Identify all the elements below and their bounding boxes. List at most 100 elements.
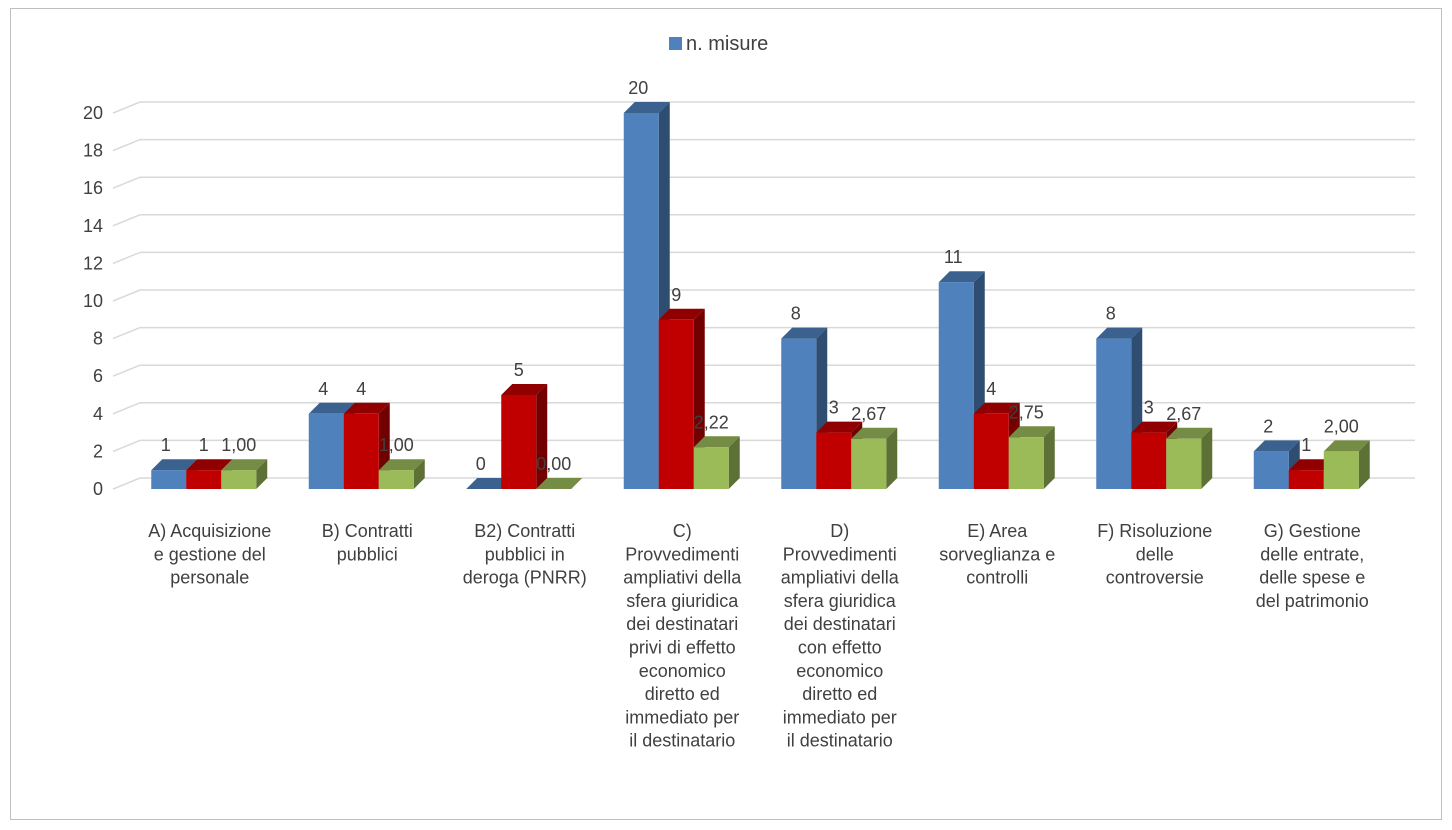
data-label: 1,00 [221,435,256,455]
bar-side [1201,427,1213,489]
category-label: A) Acquisizione e gestione del personale [148,521,271,588]
data-label: 0,00 [536,454,571,474]
y-tick-label: 18 [83,141,103,161]
gridline-diagonal [112,326,141,340]
data-label: 20 [628,78,648,98]
data-label: 2,67 [1166,404,1201,424]
bar-top [781,327,828,339]
bar-top [1253,440,1300,452]
bar-top [1288,459,1335,471]
data-label: 4 [318,379,328,399]
bar-side [256,459,268,489]
category-label-line: C) [673,521,692,541]
bar-front [308,413,344,489]
gridline-diagonal [112,251,141,265]
bar-front [693,447,729,489]
bar-front [851,438,887,489]
category-label-line: sorveglianza e [939,544,1055,564]
category-label-line: A) Acquisizione [148,521,271,541]
data-label: 11 [944,247,963,267]
category-label-line: Provvedimenti [625,544,739,564]
category-label-line: B) Contratti [322,521,413,541]
category-label: B2) Contratti pubblici in deroga (PNRR) [463,521,587,588]
category-label: G) Gestione delle entrate, delle spese e de… [1256,521,1369,611]
gridline-diagonal [112,289,141,302]
bar-front [1253,451,1289,489]
gridline-diagonal [112,101,141,114]
category-label-line: Provvedimenti [783,544,897,564]
bar-top [343,402,390,414]
bar [501,384,548,489]
category-label-line: D) [830,521,849,541]
category-label-line: delle spese e [1259,568,1365,588]
gridline-diagonal [112,477,141,490]
data-label: 2,00 [1324,416,1359,436]
y-tick-label: 20 [83,103,103,123]
category-label-line: ampliativi della [623,568,742,588]
category-label-line: pubblici [337,544,398,564]
bar-front [1131,432,1167,489]
category-label-line: sfera giuridica [784,591,897,611]
category-label-line: economico [796,661,883,681]
data-label: 2,75 [1009,402,1044,422]
data-label: 2 [1263,416,1273,436]
data-label: 1 [199,435,209,455]
category-label-line: controversie [1106,568,1204,588]
bar-top [308,402,355,414]
bar-front [658,319,694,489]
bar-top [378,459,425,471]
y-tick-label: 8 [93,329,103,349]
bar [851,427,898,489]
category-label-line: privi di effetto [629,638,736,658]
category-label-line: dei destinatari [784,614,896,634]
data-label: 3 [829,398,839,418]
bar-top [851,427,898,439]
y-tick-label: 12 [83,253,103,273]
bar [658,308,705,489]
category-label-line: diretto ed [645,684,720,704]
category-label: C) Provvedimenti ampliativi della sfera giu… [623,521,742,751]
bar-front [623,113,659,489]
bar [466,478,513,489]
bar-front [151,470,187,489]
y-tick-label: 16 [83,178,103,198]
bar [343,402,390,489]
gridline-diagonal [112,402,141,415]
bar [1166,427,1213,489]
category-label-line: personale [170,568,249,588]
category-label-line: il destinatario [629,731,735,751]
data-label: 4 [986,379,996,399]
bar-top [536,478,583,489]
y-tick-label: 4 [93,404,103,424]
bar-top [151,459,198,471]
bar-front [501,395,537,489]
category-label-line: F) Risoluzione [1097,521,1212,541]
data-label: 1 [161,435,171,455]
bar-top [221,459,268,471]
bar-top [501,384,548,395]
bar-top [1008,426,1055,438]
data-label: 8 [791,304,801,324]
bar [693,436,740,489]
bar-top [973,402,1020,414]
category-label: D) Provvedimenti ampliativi della sfera giu… [781,521,900,751]
bar-top [1131,421,1178,433]
data-label: 0 [476,454,486,474]
data-label: 1,00 [379,435,414,455]
bar-top [1166,427,1213,439]
category-label-line: delle entrate, [1260,544,1364,564]
data-label: 2,67 [851,404,886,424]
legend-swatch [669,37,682,50]
bar-front [1166,438,1202,489]
category-label-line: immediato per [783,707,897,727]
bar-front [973,413,1009,489]
data-label: 9 [671,285,681,305]
data-label: 2,22 [694,412,729,432]
category-label-line: il destinatario [787,731,893,751]
data-label: 5 [514,360,524,380]
bar-front [1008,437,1044,489]
bar-front [221,470,257,489]
category-label-line: immediato per [625,707,739,727]
category-label: E) Area sorveglianza e controlli [939,521,1055,588]
